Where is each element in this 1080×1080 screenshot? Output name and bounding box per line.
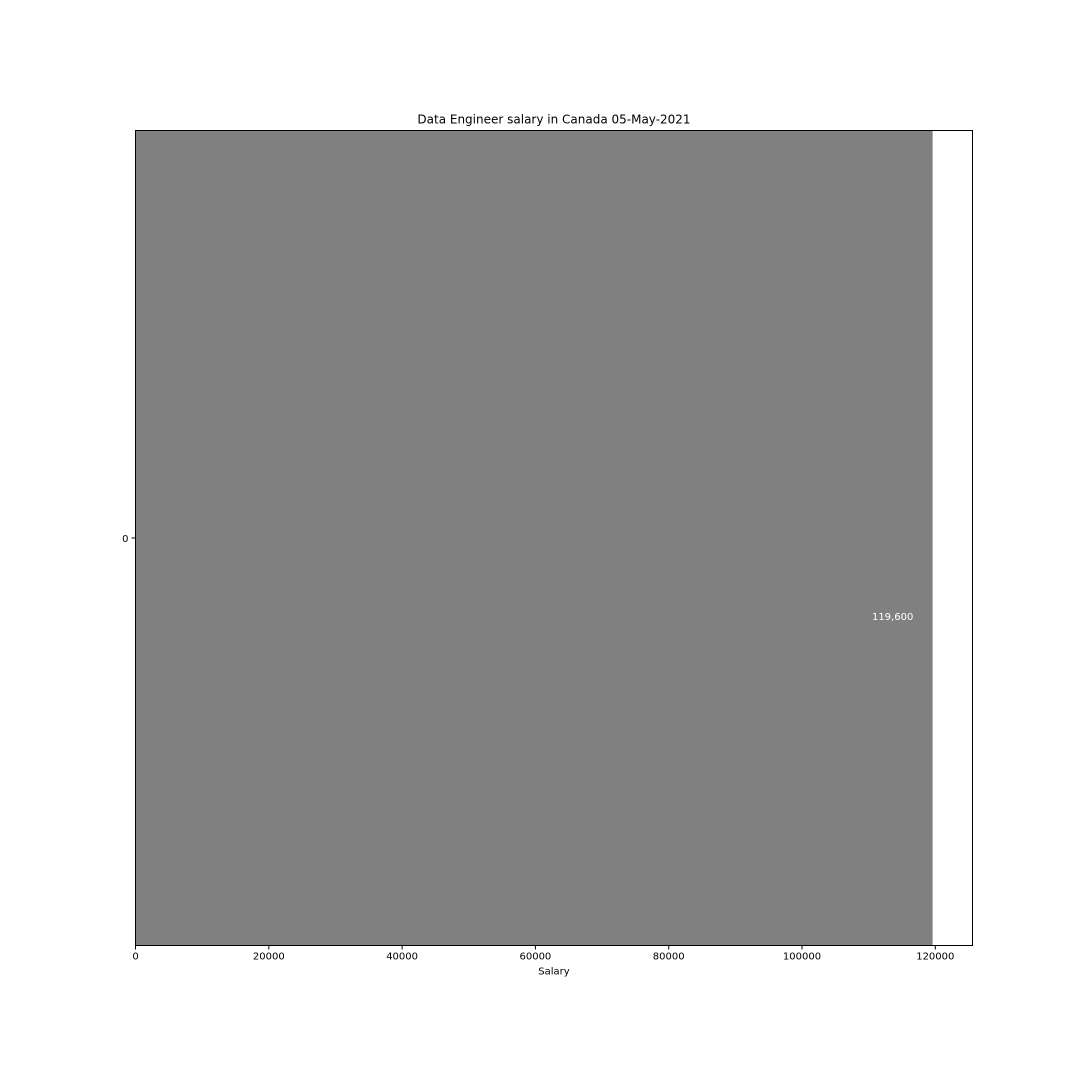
x-tick-label: 80000 — [653, 952, 685, 963]
y-axis-ticks: 0 — [122, 534, 136, 545]
y-tick-label: 0 — [122, 534, 128, 545]
x-tick-label: 60000 — [519, 952, 551, 963]
x-tick-label: 120000 — [916, 952, 954, 963]
bar-0 — [135, 130, 933, 946]
bars-group — [135, 130, 933, 946]
x-tick-label: 40000 — [386, 952, 418, 963]
x-axis-ticks: 0 20000 40000 60000 80000 100000 120000 — [132, 945, 954, 963]
data-labels-group: 119,600 — [872, 612, 913, 623]
x-tick-label: 20000 — [253, 952, 285, 963]
x-tick-label: 100000 — [783, 952, 821, 963]
chart-title: Data Engineer salary in Canada 05-May-20… — [417, 113, 690, 127]
x-tick-label: 0 — [132, 952, 138, 963]
x-axis-title: Salary — [538, 967, 569, 978]
bar-value-label: 119,600 — [872, 612, 913, 623]
